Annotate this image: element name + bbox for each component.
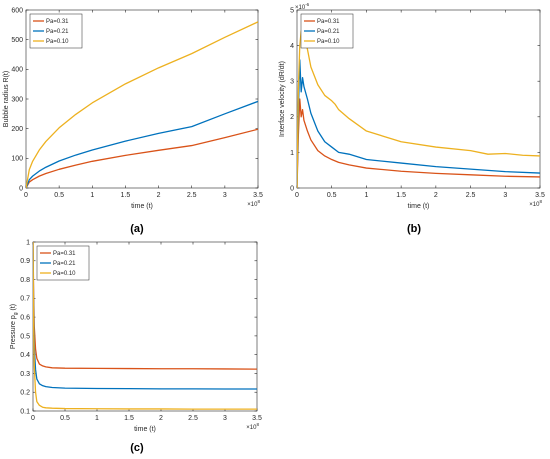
- x-tick-label: 2: [434, 192, 438, 199]
- chart-panel-2: 0 0.5 1 1.5 2 2.5 3 3.5 0 1 2 3 4 5 ×108 ×10-6 time (t) I…: [279, 2, 545, 235]
- y-tick-label: 3: [290, 79, 294, 86]
- x-axis-label: time (t): [408, 203, 430, 210]
- legend-entry: Pa=0.10: [53, 271, 76, 277]
- y-tick-label: 0.1: [20, 408, 30, 415]
- y-tick-label: 200: [11, 126, 23, 133]
- y-tick-label: 0.3: [20, 371, 30, 378]
- y-tick-label: 1: [290, 150, 294, 157]
- y-tick-label: 2: [290, 114, 294, 121]
- x-tick-label: 2.5: [188, 415, 198, 422]
- legend-entry: Pa=0.10: [46, 39, 69, 45]
- y-tick-label: 5: [290, 7, 294, 14]
- x-tick-label: 0: [24, 192, 28, 199]
- x-tick-label: 3.5: [253, 192, 263, 199]
- legend-entry: Pa=0.21: [317, 29, 340, 35]
- y-tick-label: 4: [290, 43, 294, 50]
- y-axis-label: Bubble radius R(t): [3, 71, 10, 127]
- legend: Pa=0.31 Pa=0.21 Pa=0.10: [29, 13, 83, 49]
- x-tick-label: 0: [31, 415, 35, 422]
- legend: Pa=0.31 Pa=0.21 Pa=0.10: [300, 13, 354, 49]
- x-exponent: ×108: [246, 422, 259, 431]
- y-tick-label: 1: [26, 239, 30, 246]
- legend-entry: Pa=0.31: [46, 19, 69, 25]
- panel-caption: (c): [130, 442, 144, 454]
- x-tick-label: 0.5: [60, 415, 70, 422]
- y-tick-label: 600: [11, 7, 23, 14]
- y-tick-label: 100: [11, 156, 23, 163]
- series-line-2: [297, 59, 540, 188]
- y-tick-label: 0.5: [20, 333, 30, 340]
- y-tick-label: 0.6: [20, 315, 30, 322]
- y-tick-label: 0.4: [20, 352, 30, 359]
- chart-panel-1: 0 0.5 1 1.5 2 2.5 3 3.5 0 100 200 300 400 500 600 ×108 t…: [3, 7, 263, 235]
- x-axis-label: time (t): [131, 203, 153, 210]
- series-line-1: [297, 98, 540, 188]
- legend-entry: Pa=0.31: [53, 251, 76, 257]
- x-tick-label: 2.5: [466, 192, 476, 199]
- series-line-2: [26, 100, 258, 188]
- x-tick-label: 0.5: [54, 192, 64, 199]
- legend-entry: Pa=0.31: [317, 19, 340, 25]
- x-tick-label: 0.5: [327, 192, 337, 199]
- panel-caption: (b): [407, 223, 421, 235]
- x-tick-label: 1.5: [124, 415, 134, 422]
- series-line-1: [33, 242, 257, 370]
- x-exponent: ×108: [247, 199, 260, 208]
- x-tick-label: 2: [157, 192, 161, 199]
- x-tick-label: 3.5: [535, 192, 545, 199]
- x-tick-label: 1: [90, 192, 94, 199]
- y-exponent: ×10-6: [295, 2, 310, 11]
- series-line-3: [33, 242, 257, 410]
- series-group: [33, 242, 257, 410]
- x-tick-label: 3: [503, 192, 507, 199]
- x-tick-label: 1.5: [121, 192, 131, 199]
- y-axis-label: Interface velocity (dR/dt): [279, 61, 286, 137]
- chart-panel-3: 0 0.5 1 1.5 2 2.5 3 3.5 0.1 0.2 0.3 0.4 0.5 0.6 0.7 0.8…: [10, 239, 262, 454]
- legend-entry: Pa=0.10: [317, 39, 340, 45]
- x-tick-label: 2: [159, 415, 163, 422]
- y-tick-label: 0.8: [20, 277, 30, 284]
- y-tick-label: 0: [290, 185, 294, 192]
- series-line-2: [33, 242, 257, 390]
- y-tick-label: 400: [11, 67, 23, 74]
- legend: Pa=0.31 Pa=0.21 Pa=0.10: [36, 245, 90, 281]
- legend-entry: Pa=0.21: [46, 29, 69, 35]
- y-tick-label: 500: [11, 37, 23, 44]
- panel-caption: (a): [130, 223, 144, 235]
- x-tick-label: 3: [223, 415, 227, 422]
- x-tick-label: 1.5: [396, 192, 406, 199]
- x-tick-label: 0: [295, 192, 299, 199]
- y-tick-label: 300: [11, 96, 23, 103]
- x-axis-label: time (t): [134, 426, 156, 433]
- x-tick-label: 3: [223, 192, 227, 199]
- y-tick-label: 0.7: [20, 296, 30, 303]
- x-tick-label: 1: [364, 192, 368, 199]
- series-group: [26, 21, 258, 188]
- y-tick-label: 0: [19, 185, 23, 192]
- y-tick-label: 0.2: [20, 390, 30, 397]
- y-axis-label: Pressure pg (t): [10, 304, 19, 349]
- x-tick-label: 1: [95, 415, 99, 422]
- x-exponent: ×108: [529, 199, 542, 208]
- legend-entry: Pa=0.21: [53, 261, 76, 267]
- series-line-1: [26, 128, 258, 188]
- series-line-3: [26, 21, 258, 188]
- x-tick-label: 3.5: [252, 415, 262, 422]
- x-tick-label: 2.5: [187, 192, 197, 199]
- y-tick-label: 0.9: [20, 258, 30, 265]
